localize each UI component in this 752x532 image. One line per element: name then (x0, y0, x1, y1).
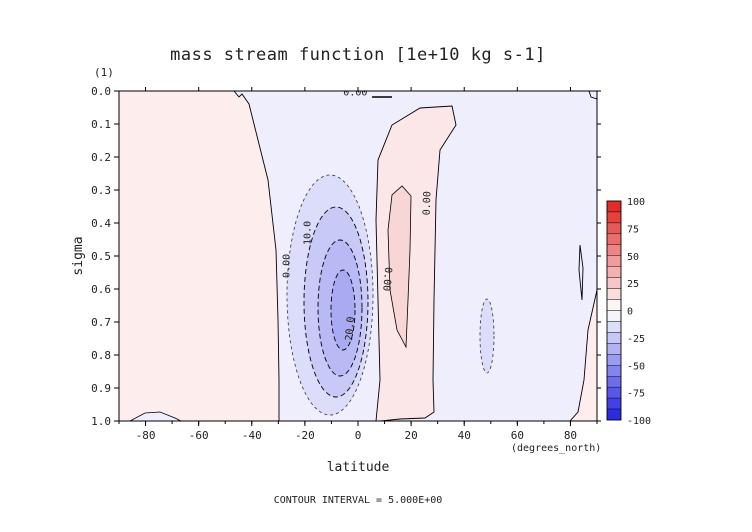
y-tick-label: 0.1 (91, 118, 111, 131)
y-tick-label: 0.7 (91, 316, 111, 329)
x-tick-label: -20 (295, 429, 315, 442)
x-tick-label: 20 (404, 429, 417, 442)
colorbar-swatch (606, 244, 622, 256)
colorbar-swatch (606, 200, 622, 213)
zero-contour-north (375, 105, 457, 421)
colorbar: 100 75 50 25 0 -25 -50 -75 -100 (606, 197, 651, 427)
colorbar-swatch (606, 365, 622, 377)
colorbar-swatch (606, 408, 622, 421)
y-tick-label: 0.5 (91, 250, 111, 263)
y-axis: 0.0 0.1 0.2 0.3 0.4 0.5 0.6 0.7 0.8 0.9 1.0 (91, 85, 601, 428)
x-tick-label: 0 (355, 429, 362, 442)
colorbar-swatch (606, 310, 622, 322)
contour-minus-15 (317, 239, 363, 377)
colorbar-swatch (606, 211, 622, 224)
x-tick-label: -60 (189, 429, 209, 442)
x-tick-label: -80 (136, 429, 156, 442)
x-tick-label: 60 (511, 429, 524, 442)
contour-minus-10 (303, 206, 369, 398)
colorbar-tick-label: -50 (627, 361, 645, 372)
colorbar-swatch (606, 266, 622, 278)
colorbar-swatch (606, 288, 622, 300)
x-axis: -80 -60 -40 -20 0 20 40 60 80 (118, 87, 598, 442)
colorbar-frame (606, 200, 622, 421)
colorbar-swatch (606, 376, 622, 388)
colorbar-tick-label: -75 (627, 389, 645, 400)
north-small-negative (480, 299, 494, 373)
contour-label: 0.00 (380, 267, 393, 292)
zero-contour-sliver (578, 244, 584, 301)
y-tick-label: 0.8 (91, 349, 111, 362)
colorbar-swatch (606, 386, 622, 399)
colorbar-swatch (606, 332, 622, 344)
colorbar-swatch (606, 255, 622, 267)
colorbar-swatch (606, 343, 622, 355)
x-tick-label: 40 (458, 429, 471, 442)
colorbar-tick-label: -25 (627, 334, 645, 345)
x-tick-label: 80 (564, 429, 577, 442)
colorbar-swatch (606, 277, 622, 289)
zero-contour-south (233, 91, 280, 421)
contour-labels: 0.00 0.00 10.0 20.0 0.00 0.00 (281, 88, 434, 341)
y-tick-label: 0.9 (91, 382, 111, 395)
colorbar-swatch (606, 299, 622, 311)
x-axis-label: latitude (327, 460, 390, 475)
x-axis-unit: (degrees_north) (511, 443, 601, 454)
region-northern-positive (376, 106, 456, 421)
y-tick-label: 0.6 (91, 283, 111, 296)
contour-label: 0.00 (343, 88, 367, 99)
y-tick-label: 0.2 (91, 151, 111, 164)
zero-contour-far-north (569, 289, 597, 421)
region-southern-negative-surface (129, 411, 182, 421)
cell-level-4 (331, 270, 355, 350)
contour-minus-20 (330, 269, 356, 351)
colorbar-swatch (606, 233, 622, 246)
chart-title: mass stream function [1e+10 kg s-1] (170, 45, 546, 65)
colorbar-tick-label: 0 (627, 307, 633, 318)
colorbar-tick-label: -100 (627, 416, 651, 427)
plot-area: 0.00 0.00 10.0 20.0 0.00 0.00 (119, 88, 597, 421)
y-tick-label: 0.0 (91, 85, 111, 98)
contour-label: 10.0 (303, 221, 314, 245)
colorbar-tick-label: 25 (627, 279, 639, 290)
contour-north-small (479, 298, 495, 374)
colorbar-tick-label: 75 (627, 224, 639, 235)
contour-minus-5 (286, 174, 374, 416)
colorbar-swatch (606, 354, 622, 366)
y-axis-label: sigma (71, 236, 86, 275)
region-far-north-positive (570, 290, 597, 421)
colorbar-swatch (606, 222, 622, 235)
region-southern-positive (119, 91, 279, 421)
colorbar-swatch (606, 321, 622, 333)
colorbar-tick-label: 100 (627, 197, 645, 208)
contour-label: 0.00 (281, 254, 292, 278)
colorbar-swatch (606, 397, 622, 410)
y-tick-label: 1.0 (91, 415, 111, 428)
contour-label: 0.00 (422, 191, 434, 215)
x-tick-label: -40 (242, 429, 262, 442)
y-tick-label: 0.3 (91, 184, 111, 197)
colorbar-tick-label: 50 (627, 252, 639, 263)
y-axis-unit: (1) (94, 66, 114, 79)
contour-label: 20.0 (344, 316, 357, 341)
y-tick-label: 0.4 (91, 217, 111, 230)
contour-interval-footer: CONTOUR INTERVAL = 5.000E+00 (274, 495, 443, 506)
zero-contour-small-right (588, 91, 597, 100)
region-northern-inner-positive (387, 185, 412, 349)
